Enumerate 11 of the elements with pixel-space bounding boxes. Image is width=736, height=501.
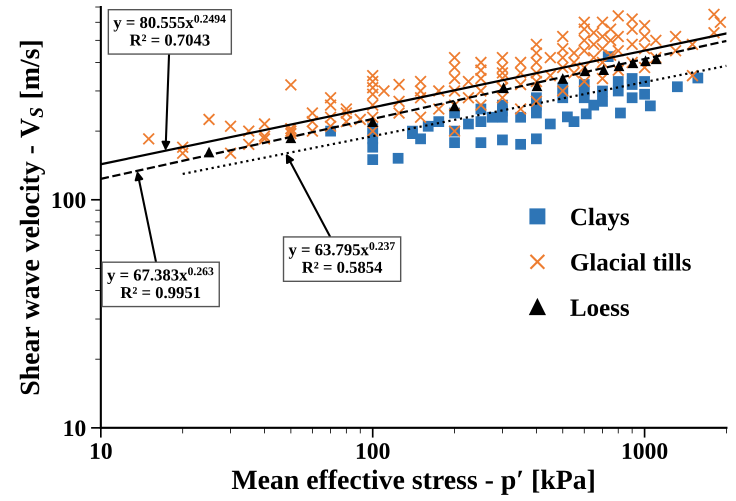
x-tick-label: 100	[356, 443, 390, 460]
legend-label: Clays	[571, 208, 630, 231]
legend-label: Glacial tills	[571, 253, 691, 271]
annotation: y = 67.383x$^{0.263}$ R² = 0.9951	[107, 267, 214, 298]
x-tick-label: 10	[90, 443, 112, 460]
y-axis-title: Shear wave velocity - V$_{S}$ [m/s]	[20, 41, 45, 394]
annotation: y = 80.555x$^{0.2494}$ R² = 0.7043	[114, 14, 226, 46]
x-axis-title: Mean effective stress - p′ [kPa]	[232, 469, 594, 495]
x-tick-label: 1000	[622, 443, 668, 460]
legend-label: Loess	[570, 299, 630, 316]
annotation: y = 63.795x$^{0.237}$ R² = 0.5854	[288, 242, 395, 274]
